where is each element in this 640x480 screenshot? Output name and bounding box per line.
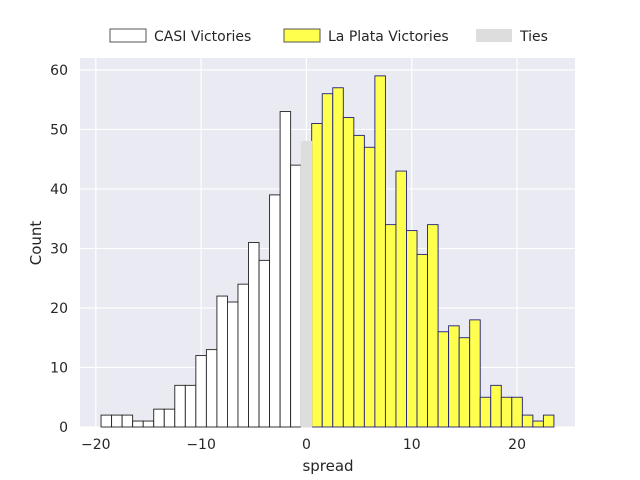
bar bbox=[205, 349, 218, 428]
x-tick-label: 0 bbox=[302, 437, 311, 453]
bar bbox=[500, 396, 513, 428]
bar bbox=[237, 283, 249, 428]
bar bbox=[111, 414, 123, 428]
y-tick-label: 50 bbox=[50, 122, 68, 138]
x-axis-label: spread bbox=[302, 457, 353, 475]
bar bbox=[511, 396, 523, 428]
bar bbox=[153, 408, 165, 428]
bar bbox=[363, 146, 376, 428]
bar bbox=[448, 325, 460, 428]
x-tick-labels: −20 −10 0 10 20 bbox=[81, 437, 526, 453]
legend-swatch bbox=[476, 29, 512, 42]
y-axis-label: Count bbox=[27, 221, 45, 266]
bar bbox=[406, 230, 418, 428]
x-tick-label: 10 bbox=[403, 437, 421, 453]
bar bbox=[384, 224, 397, 428]
bar bbox=[521, 414, 534, 428]
bar bbox=[100, 414, 113, 428]
legend-swatch bbox=[283, 28, 321, 43]
x-tick-label: 20 bbox=[508, 437, 526, 453]
bar bbox=[416, 253, 429, 428]
bar bbox=[290, 164, 302, 428]
bar bbox=[163, 408, 176, 428]
bar bbox=[174, 384, 186, 428]
bar bbox=[216, 295, 228, 428]
bar bbox=[469, 319, 481, 428]
x-tick-label: −10 bbox=[186, 437, 216, 453]
bar bbox=[226, 301, 239, 428]
y-tick-label: 10 bbox=[50, 360, 68, 376]
bar bbox=[142, 420, 155, 428]
bar bbox=[311, 123, 323, 428]
bar bbox=[248, 242, 260, 428]
bar bbox=[342, 117, 355, 428]
legend-swatch bbox=[109, 28, 147, 43]
y-tick-label: 30 bbox=[50, 241, 68, 257]
bar bbox=[321, 93, 334, 428]
bar bbox=[532, 420, 544, 428]
bar bbox=[184, 384, 197, 428]
bar bbox=[395, 170, 407, 428]
legend-label: Ties bbox=[519, 29, 548, 45]
y-tick-label: 20 bbox=[50, 301, 68, 317]
bar bbox=[195, 355, 207, 428]
bar bbox=[490, 384, 502, 428]
bar bbox=[332, 87, 344, 428]
y-tick-labels: 0 10 20 30 40 50 60 bbox=[50, 63, 68, 436]
bar bbox=[258, 259, 271, 428]
bar bbox=[427, 224, 439, 428]
bar bbox=[542, 414, 555, 428]
bar bbox=[121, 414, 134, 428]
bar bbox=[437, 331, 450, 428]
legend-label: La Plata Victories bbox=[328, 29, 449, 45]
y-tick-label: 60 bbox=[50, 63, 68, 79]
bar bbox=[458, 337, 471, 428]
bar bbox=[132, 420, 144, 428]
bar bbox=[300, 140, 313, 428]
legend: CASI Victories La Plata Victories Ties bbox=[109, 28, 548, 45]
bar bbox=[353, 134, 365, 428]
bars bbox=[100, 75, 555, 428]
y-tick-label: 40 bbox=[50, 182, 68, 198]
bar bbox=[269, 194, 281, 428]
bar bbox=[374, 75, 386, 428]
bar bbox=[479, 396, 492, 428]
y-tick-label: 0 bbox=[59, 420, 68, 436]
x-tick-label: −20 bbox=[81, 437, 111, 453]
bar bbox=[279, 111, 292, 428]
legend-label: CASI Victories bbox=[154, 29, 251, 45]
